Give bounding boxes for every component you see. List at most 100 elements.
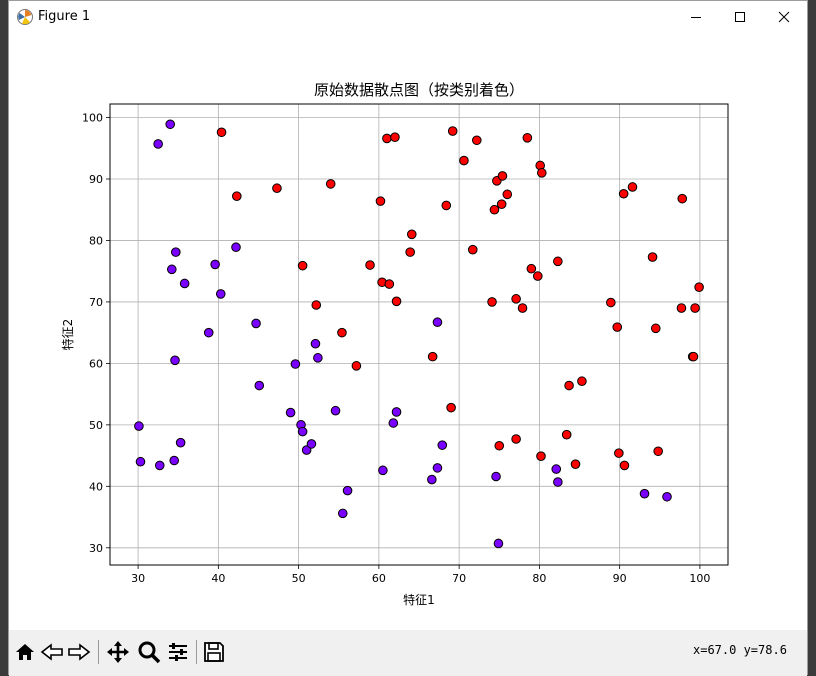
- scatter-point-class-0: [254, 380, 265, 391]
- configure-subplots-button[interactable]: [164, 638, 192, 666]
- scatter-point-class-1: [502, 189, 513, 200]
- scatter-point-class-1: [694, 282, 704, 292]
- minimize-button[interactable]: [673, 1, 719, 32]
- close-icon: [778, 11, 790, 22]
- scatter-point-class-1: [494, 440, 505, 451]
- scatter-point-class-1: [614, 448, 624, 458]
- scatter-point-class-0: [231, 242, 241, 253]
- scatter-point-class-1: [375, 196, 386, 206]
- scatter-point-class-1: [619, 460, 630, 471]
- scatter-point-class-0: [215, 289, 226, 299]
- navigation-toolbar: x=67.0 y=78.6: [9, 630, 807, 676]
- scatter-point-class-1: [653, 446, 663, 457]
- configure-subplots-icon: [169, 643, 187, 661]
- scatter-point-class-0: [491, 471, 501, 482]
- scatter-point-class-1: [553, 256, 563, 267]
- scatter-point-class-1: [391, 296, 402, 307]
- pan-button[interactable]: [104, 638, 132, 666]
- window-title: Figure 1: [38, 9, 91, 24]
- scatter-point-class-1: [427, 351, 438, 362]
- scatter-point-class-0: [306, 439, 317, 449]
- save-button[interactable]: [200, 638, 228, 666]
- scatter-point-class-1: [561, 429, 572, 440]
- scatter-point-class-1: [650, 323, 661, 334]
- scatter-point-class-1: [311, 300, 322, 310]
- scatter-point-class-1: [447, 126, 458, 136]
- save-icon: [204, 642, 224, 662]
- toolbar-separator: [196, 640, 197, 664]
- scatter-point-class-1: [471, 135, 482, 146]
- scatter-point-class-1: [526, 263, 537, 274]
- figure-window: Figure 1 30 40 50 60 70 80 90 100 30 40 50 60 70 80 90…: [8, 0, 808, 676]
- scatter-point-class-1: [688, 351, 699, 362]
- scatter-point-class-0: [427, 474, 437, 485]
- scatter-point-class-0: [165, 119, 175, 130]
- scatter-point-class-0: [297, 426, 308, 437]
- maximize-icon: [735, 11, 745, 22]
- y-axis-label: 特征2: [60, 319, 75, 351]
- scatter-point-class-1: [618, 188, 629, 199]
- scatter-point-class-0: [342, 485, 353, 496]
- scatter-point-class-1: [577, 376, 587, 387]
- scatter-point-class-1: [365, 260, 375, 270]
- scatter-point-class-0: [154, 460, 165, 471]
- axes-frame: [109, 103, 729, 566]
- scatter-point-class-1: [459, 155, 469, 166]
- x-tick-label: 90: [613, 572, 627, 585]
- scatter-point-class-1: [487, 297, 497, 307]
- scatter-point-class-0: [553, 477, 563, 487]
- scatter-point-class-1: [441, 200, 452, 211]
- scatter-point-class-1: [570, 459, 581, 469]
- scatter-point-class-1: [690, 303, 700, 313]
- forward-button[interactable]: [65, 638, 93, 666]
- scatter-point-class-0: [135, 456, 146, 467]
- title-bar[interactable]: Figure 1: [9, 1, 807, 32]
- scatter-point-class-0: [662, 491, 672, 502]
- y-tick-label: 90: [89, 173, 103, 186]
- scatter-point-class-1: [446, 402, 456, 413]
- x-tick-label: 80: [532, 572, 546, 585]
- scatter-point-class-0: [301, 445, 312, 455]
- scatter-point-class-0: [313, 353, 323, 363]
- scatter-point-class-1: [511, 294, 521, 304]
- scatter-point-class-1: [216, 127, 227, 138]
- y-tick-label: 30: [89, 542, 103, 555]
- y-tick-label: 60: [89, 357, 103, 370]
- x-tick-label: 50: [292, 572, 306, 585]
- scatter-point-class-0: [330, 405, 341, 416]
- cursor-coordinate-readout: x=67.0 y=78.6: [693, 643, 787, 657]
- scatter-point-class-1: [390, 132, 400, 142]
- figure-canvas[interactable]: 30 40 50 60 70 80 90 100 30 40 50 60 70 80 90 100 原始数据散…: [9, 32, 807, 630]
- x-axis-label: 特征1: [403, 592, 435, 607]
- x-tick-label: 100: [689, 572, 710, 585]
- maximize-button[interactable]: [717, 1, 763, 32]
- scatter-point-class-0: [391, 407, 402, 417]
- scatter-point-class-1: [382, 133, 392, 144]
- scatter-point-class-1: [522, 133, 533, 143]
- zoom-button[interactable]: [135, 638, 163, 666]
- matplotlib-icon: [17, 9, 33, 25]
- scatter-point-class-0: [337, 508, 348, 519]
- scatter-point-class-1: [337, 327, 347, 338]
- scatter-point-class-0: [179, 278, 190, 289]
- home-button[interactable]: [11, 638, 39, 666]
- close-button[interactable]: [761, 1, 807, 32]
- scatter-point-class-1: [606, 297, 616, 308]
- scatter-point-class-0: [171, 247, 181, 257]
- x-tick-label: 70: [452, 572, 466, 585]
- scatter-point-class-1: [489, 204, 500, 215]
- y-tick-label: 40: [89, 480, 103, 493]
- y-tick-label: 50: [89, 419, 103, 432]
- scatter-point-class-0: [432, 463, 443, 473]
- scatter-point-class-1: [405, 247, 415, 257]
- scatter-point-class-0: [639, 488, 650, 499]
- scatter-point-class-1: [272, 183, 282, 194]
- scatter-point-class-1: [532, 271, 543, 281]
- back-button[interactable]: [38, 638, 66, 666]
- scatter-point-class-1: [511, 434, 521, 444]
- scatter-point-class-0: [432, 317, 443, 328]
- scatter-point-class-0: [551, 464, 562, 474]
- x-tick-label: 60: [372, 572, 386, 585]
- scatter-point-class-0: [134, 421, 144, 431]
- scatter-point-class-0: [290, 359, 301, 369]
